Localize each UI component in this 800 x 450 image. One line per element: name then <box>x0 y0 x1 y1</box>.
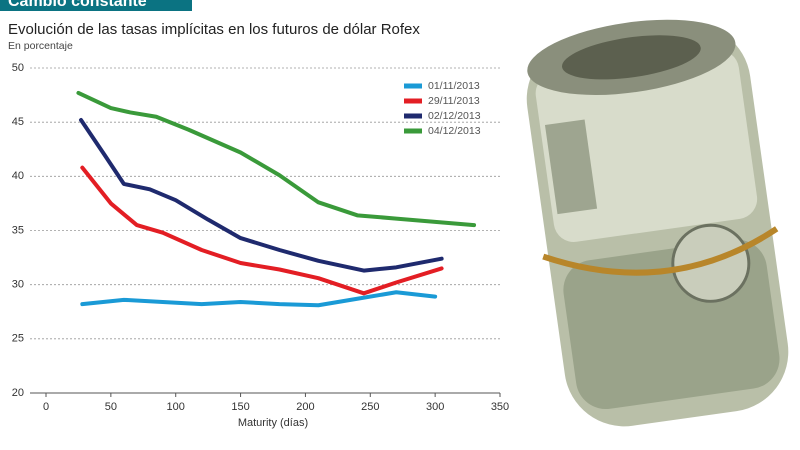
chart-subtitle: En porcentaje <box>8 40 73 52</box>
x-tick-label: 250 <box>361 401 379 413</box>
legend-label: 29/11/2013 <box>428 95 480 107</box>
legend-label: 04/12/2013 <box>428 125 481 137</box>
y-tick-label: 50 <box>12 62 24 74</box>
x-tick-label: 100 <box>167 401 185 413</box>
y-tick-label: 35 <box>12 224 24 236</box>
x-tick-label: 350 <box>491 401 509 413</box>
x-tick-label: 200 <box>296 401 314 413</box>
legend-label: 02/12/2013 <box>428 110 481 122</box>
y-tick-label: 25 <box>12 333 24 345</box>
series-line <box>80 290 438 308</box>
x-axis-label: Maturity (días) <box>238 417 308 429</box>
series-line <box>80 165 444 296</box>
series-line <box>76 90 477 228</box>
money-roll <box>526 19 789 427</box>
y-tick-label: 40 <box>12 170 24 182</box>
banner <box>0 0 192 11</box>
x-tick-label: 300 <box>426 401 444 413</box>
y-tick-label: 45 <box>12 116 24 128</box>
x-tick-label: 50 <box>105 401 117 413</box>
legend-label: 01/11/2013 <box>428 80 480 92</box>
y-tick-label: 30 <box>12 279 24 291</box>
y-tick-label: 20 <box>12 387 24 399</box>
chart-title: Evolución de las tasas implícitas en los… <box>8 21 420 38</box>
x-tick-label: 0 <box>43 401 49 413</box>
x-tick-label: 150 <box>231 401 249 413</box>
banner-text: Cambio constante <box>8 0 147 10</box>
series-line <box>79 118 444 273</box>
